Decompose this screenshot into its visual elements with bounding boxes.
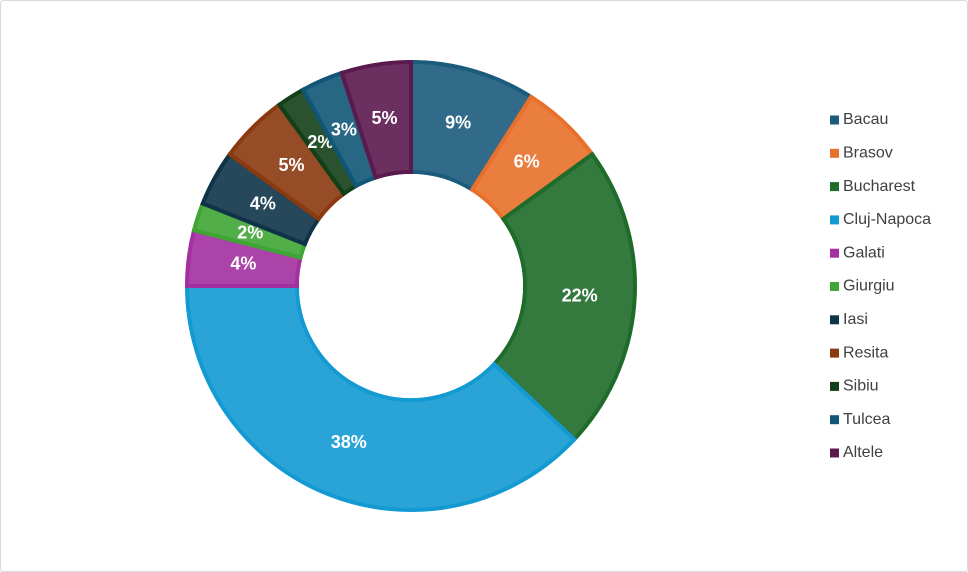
data-label: 2%	[237, 223, 263, 243]
legend-swatch	[830, 315, 839, 325]
data-label: 4%	[230, 254, 256, 274]
legend-swatch	[830, 248, 839, 258]
legend-label: Galati	[843, 244, 885, 261]
data-label: 38%	[331, 432, 367, 452]
legend-label: Bacau	[843, 111, 888, 128]
data-label: 3%	[331, 120, 357, 140]
data-label: 5%	[278, 155, 304, 175]
slice	[339, 59, 413, 181]
data-label: 9%	[445, 112, 471, 132]
legend-label: Resita	[843, 344, 888, 361]
legend-swatch	[830, 148, 839, 158]
slice	[491, 151, 637, 443]
data-label: 5%	[372, 108, 398, 128]
donut-hole	[299, 174, 523, 398]
data-label: 6%	[514, 152, 540, 172]
legend-swatch	[830, 115, 839, 125]
legend-label: Iasi	[843, 311, 868, 328]
legend-label: Bucharest	[843, 178, 916, 195]
legend-swatch	[830, 348, 839, 358]
legend-label: Giurgiu	[843, 278, 895, 295]
legend-label: Sibiu	[843, 378, 879, 395]
legend-swatch	[830, 381, 839, 391]
slice	[184, 284, 578, 512]
data-label: 22%	[562, 285, 598, 305]
legend-label: Brasov	[843, 145, 893, 162]
legend-label: Cluj-Napoca	[843, 211, 931, 228]
legend-label: Tulcea	[843, 411, 891, 428]
legend-swatch	[830, 215, 839, 225]
data-label: 4%	[250, 193, 276, 213]
legend-label: Altele	[843, 444, 883, 461]
legend-swatch	[830, 448, 839, 458]
legend-swatch	[830, 182, 839, 192]
legend-swatch	[830, 282, 839, 291]
legend-swatch	[830, 415, 839, 425]
